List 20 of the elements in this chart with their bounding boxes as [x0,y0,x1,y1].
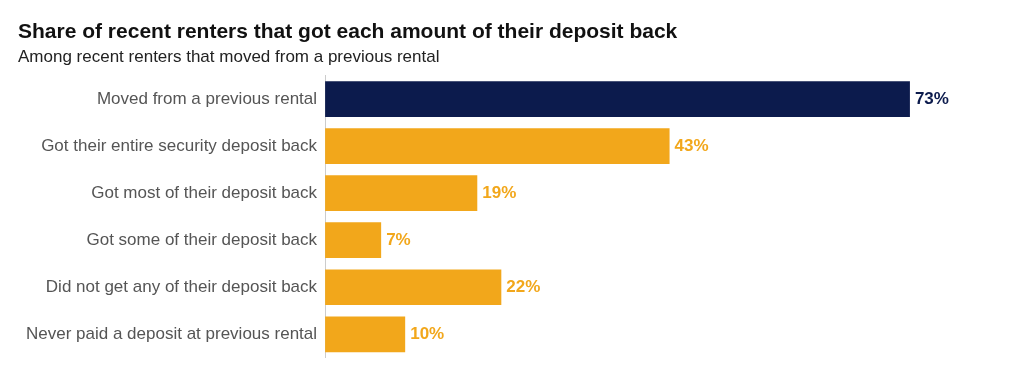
y-tick-label: Never paid a deposit at previous rental [26,323,318,343]
data-label: 10% [410,323,445,343]
y-tick-label: Got some of their deposit back [86,229,318,249]
chart-title: Share of recent renters that got each amount of their deposit back [18,19,678,43]
data-label: 22% [506,276,541,296]
y-tick-label: Moved from a previous rental [96,88,318,108]
y-tick-label: Got most of their deposit back [91,182,318,202]
bar [325,175,478,212]
data-label: 43% [674,135,709,155]
bar [325,128,670,165]
bar [325,269,502,306]
data-label: 7% [386,229,411,249]
chart-subtitle: Among recent renters that moved from a previous rental [18,47,440,67]
y-tick-label: Got their entire security deposit back [41,135,318,155]
data-label: 19% [482,182,517,202]
bar [325,222,382,259]
data-label: 73% [914,88,949,108]
y-tick-label: Did not get any of their deposit back [45,276,318,296]
bar [325,81,910,117]
bar [325,316,406,353]
